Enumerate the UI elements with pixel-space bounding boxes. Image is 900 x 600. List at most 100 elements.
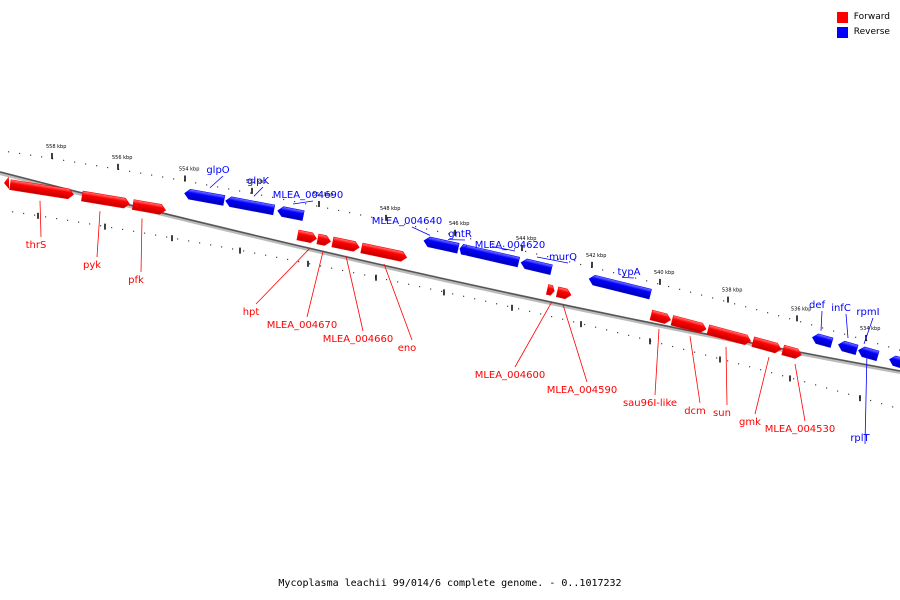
- gene-arrow: [751, 336, 782, 354]
- tick-labels: 558 kbp 556 kbp 554 kbp 552 kbp 550 kbp 548 k…: [46, 144, 880, 332]
- label-leader: [255, 247, 311, 305]
- label-leader: [345, 255, 364, 332]
- gene-MLEA_004620[interactable]: [461, 244, 521, 268]
- label-leader: [491, 246, 516, 252]
- gene-MLEA_004530[interactable]: [781, 344, 803, 360]
- gene-MLEA_004640[interactable]: [423, 236, 460, 254]
- label-leader: [562, 304, 588, 383]
- gene-arrow: [331, 236, 360, 252]
- gene-arrow: [545, 284, 555, 296]
- gene-arrow: [588, 274, 652, 300]
- label-leader: [514, 301, 553, 368]
- legend-reverse-label: Reverse: [853, 27, 890, 37]
- gene-arrow: [889, 355, 900, 369]
- gene-MLEA_004690[interactable]: [277, 206, 305, 221]
- tick-label: 558 kbp: [46, 144, 66, 150]
- gene-glpO[interactable]: [184, 188, 226, 206]
- gene-label: glpK: [247, 176, 269, 187]
- gene-label: pfk: [128, 275, 144, 286]
- gene-MLEA_004660[interactable]: [331, 236, 360, 252]
- tick-label: 542 kbp: [586, 253, 606, 259]
- gene-MLEA_004600[interactable]: [545, 284, 555, 296]
- gene-label: glpO: [206, 165, 229, 176]
- gene-def[interactable]: [811, 333, 834, 348]
- gene-label: MLEA_004640: [372, 216, 443, 227]
- tick-label: 548 kbp: [380, 206, 400, 212]
- gene-sau96I-like[interactable]: [649, 309, 672, 325]
- gene-MLEA_004670[interactable]: [316, 233, 332, 246]
- gene-rplT[interactable]: [888, 355, 900, 369]
- gene-arrow: [316, 233, 331, 246]
- tick-label: 552 kbp: [246, 179, 266, 185]
- gene-gmk[interactable]: [751, 336, 783, 354]
- gene-label: infC: [831, 303, 851, 314]
- label-leader: [96, 211, 101, 258]
- label-leader: [306, 251, 324, 318]
- tick-label: 544 kbp: [516, 236, 536, 242]
- genome-caption: Mycoplasma leachii 99/014/6 complete gen…: [278, 578, 622, 589]
- gene-glpK[interactable]: [225, 196, 276, 216]
- gene-label: MLEA_004530: [765, 424, 836, 435]
- gene-arrow: [858, 346, 880, 362]
- gene-label: def: [809, 300, 826, 311]
- gene-sun[interactable]: [706, 324, 752, 346]
- gene-label: MLEA_004690: [273, 190, 344, 201]
- gene-rpmI[interactable]: [857, 346, 880, 362]
- label-leader: [820, 310, 823, 331]
- tick-label: 556 kbp: [112, 155, 132, 161]
- gene-label: MLEA_004590: [547, 385, 618, 396]
- gene-arrow: [706, 324, 752, 345]
- gene-infC[interactable]: [837, 340, 859, 356]
- gene-label: gmk: [739, 417, 761, 428]
- label-leader: [689, 336, 701, 404]
- gene-thrS[interactable]: [9, 179, 75, 200]
- gene-arrow: [277, 206, 305, 221]
- gene-label: rplT: [850, 433, 870, 444]
- gene-murQ[interactable]: [520, 258, 553, 275]
- gene-arrow: [131, 199, 167, 215]
- gene-arrow: [520, 258, 553, 275]
- label-leader: [383, 263, 413, 341]
- gene-label: eno: [398, 343, 417, 354]
- gene-pyk[interactable]: [81, 190, 130, 209]
- label-leader: [536, 256, 569, 264]
- label-leader: [621, 276, 635, 279]
- gene-arrow: [225, 196, 276, 216]
- tick-marks: [8, 151, 900, 408]
- gene-eno[interactable]: [360, 242, 408, 262]
- gene-label: hpt: [243, 307, 260, 318]
- legend-reverse: Reverse: [836, 25, 890, 39]
- gene-label: typA: [617, 267, 640, 278]
- gene-pfk[interactable]: [131, 199, 167, 216]
- gene-arrow: [9, 179, 74, 200]
- gene-arrow: [296, 229, 317, 243]
- gene-arrow: [649, 309, 672, 324]
- gene-hpt[interactable]: [296, 229, 318, 244]
- label-leader: [140, 218, 143, 273]
- gene-MLEA_004590[interactable]: [555, 286, 572, 300]
- tick-label: 536 kbp: [791, 306, 811, 312]
- label-leader: [209, 175, 224, 189]
- label-leader: [754, 356, 770, 415]
- gene-typA[interactable]: [588, 274, 652, 300]
- tick-label: 550 kbp: [313, 192, 333, 198]
- gene-label: sun: [713, 408, 731, 419]
- gene-label: MLEA_004620: [475, 240, 546, 251]
- label-leader: [845, 313, 849, 339]
- label-leader: [39, 200, 42, 238]
- label-leader: [794, 363, 806, 422]
- gene-label: gntR: [448, 229, 472, 240]
- gene-label: rpmI: [856, 307, 879, 318]
- gene-label: MLEA_004670: [267, 320, 338, 331]
- gene-label: pyk: [83, 260, 101, 271]
- tick-label: 554 kbp: [179, 166, 199, 172]
- label-leader: [864, 351, 868, 445]
- gene-dcm[interactable]: [670, 315, 707, 335]
- label-leader: [654, 328, 660, 396]
- gene-label: MLEA_004600: [475, 370, 546, 381]
- legend-forward-label: Forward: [853, 12, 890, 22]
- gene-label: murQ: [549, 252, 577, 263]
- gene-arrow: [423, 236, 460, 254]
